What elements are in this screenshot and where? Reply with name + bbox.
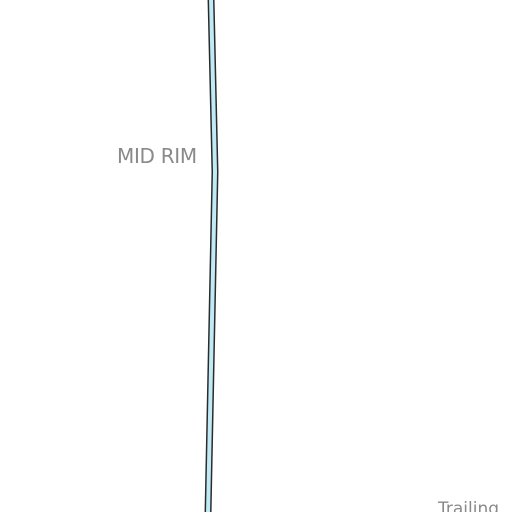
route-line[interactable] [206, 0, 217, 512]
place-label-mid-rim: MID RIM [117, 144, 197, 168]
place-label-trailing: Trailing [438, 499, 500, 512]
